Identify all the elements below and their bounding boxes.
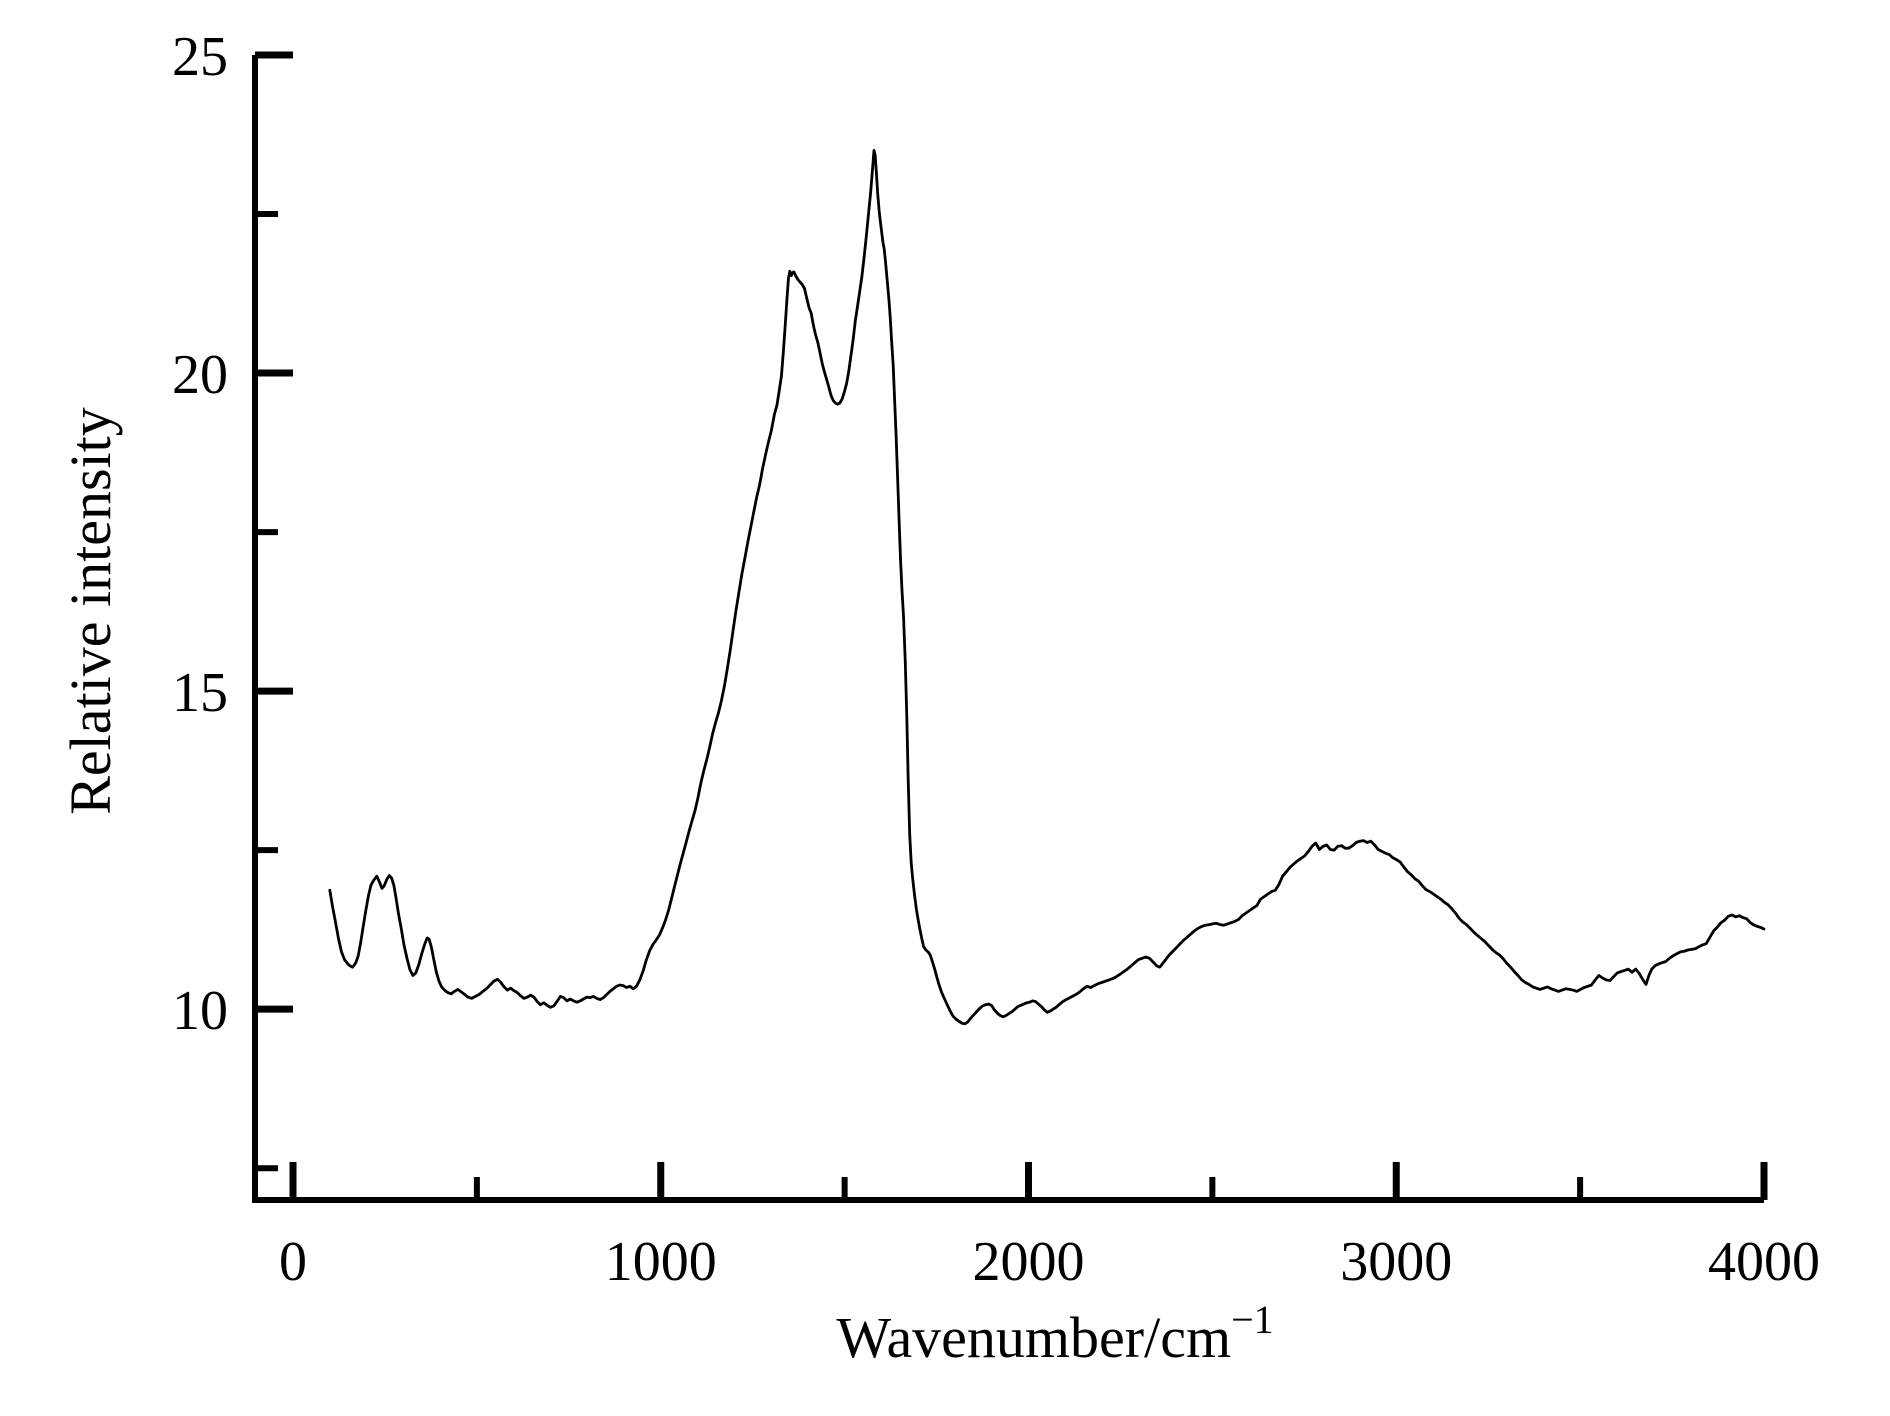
y-tick-label: 20 (172, 344, 228, 406)
y-tick-label: 10 (172, 980, 228, 1042)
axis-ticks (255, 51, 1768, 1200)
x-tick-label: 1000 (605, 1231, 717, 1293)
x-tick-label: 3000 (1340, 1231, 1452, 1293)
axis-frame (252, 55, 1764, 1203)
x-axis-title-superscript: −1 (1231, 1297, 1274, 1342)
x-tick-label: 2000 (973, 1231, 1085, 1293)
y-tick-label: 15 (172, 662, 228, 724)
x-axis-title: Wavenumber/cm−1 (836, 1297, 1273, 1370)
y-tick-labels: 25 20 15 10 (172, 26, 228, 1042)
spectrum-curve (328, 149, 1766, 1026)
x-tick-label: 4000 (1708, 1231, 1820, 1293)
x-tick-label: 0 (279, 1231, 307, 1293)
y-tick-label: 25 (172, 26, 228, 88)
x-tick-labels: 0 1000 2000 3000 4000 (279, 1231, 1820, 1293)
x-axis-title-main: Wavenumber/cm (836, 1305, 1231, 1370)
y-axis-title: Relative intensity (58, 407, 123, 815)
axes (252, 55, 1764, 1203)
